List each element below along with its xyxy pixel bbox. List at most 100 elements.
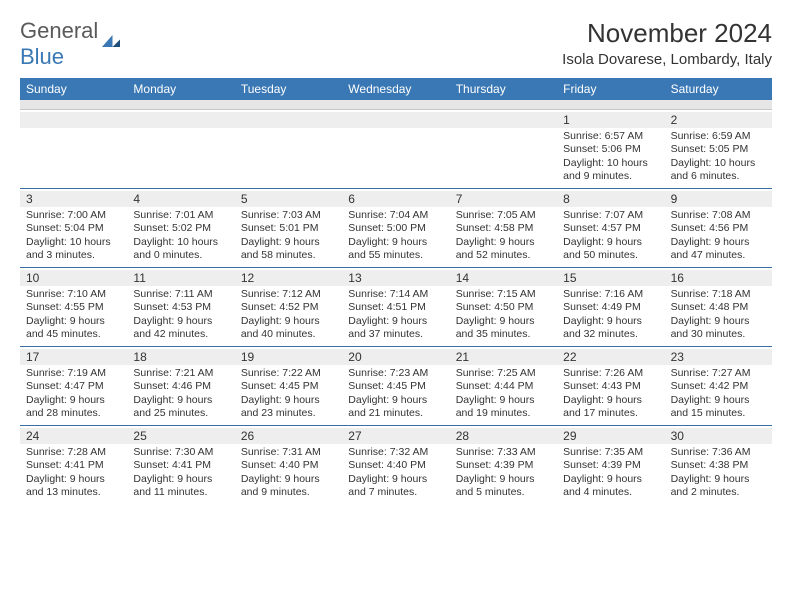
sunrise-text: Sunrise: 7:03 AM (241, 209, 336, 222)
day-body: Sunrise: 7:19 AMSunset: 4:47 PMDaylight:… (24, 367, 123, 421)
sunrise-text: Sunrise: 7:15 AM (456, 288, 551, 301)
sunset-text: Sunset: 5:02 PM (133, 222, 228, 235)
day-number: 26 (235, 428, 342, 444)
day-body: Sunrise: 7:10 AMSunset: 4:55 PMDaylight:… (24, 288, 123, 342)
daylight-text: Daylight: 9 hours and 17 minutes. (563, 394, 658, 421)
daylight-text: Daylight: 9 hours and 9 minutes. (241, 473, 336, 500)
day-cell: 25Sunrise: 7:30 AMSunset: 4:41 PMDayligh… (127, 426, 234, 504)
day-number: 19 (235, 349, 342, 365)
day-cell: 5Sunrise: 7:03 AMSunset: 5:01 PMDaylight… (235, 189, 342, 267)
day-cell: 28Sunrise: 7:33 AMSunset: 4:39 PMDayligh… (450, 426, 557, 504)
daylight-text: Daylight: 9 hours and 40 minutes. (241, 315, 336, 342)
day-body: Sunrise: 7:07 AMSunset: 4:57 PMDaylight:… (561, 209, 660, 263)
sunset-text: Sunset: 4:50 PM (456, 301, 551, 314)
sunrise-text: Sunrise: 7:16 AM (563, 288, 658, 301)
daylight-text: Daylight: 9 hours and 42 minutes. (133, 315, 228, 342)
day-number: 12 (235, 270, 342, 286)
day-number (342, 112, 449, 128)
daylight-text: Daylight: 9 hours and 21 minutes. (348, 394, 443, 421)
sunrise-text: Sunrise: 7:05 AM (456, 209, 551, 222)
day-body: Sunrise: 7:26 AMSunset: 4:43 PMDaylight:… (561, 367, 660, 421)
month-title: November 2024 (562, 18, 772, 49)
day-cell: 21 Sunrise: 7:25 AMSunset: 4:44 PMDayligh… (450, 347, 557, 425)
day-number: 25 (127, 428, 234, 444)
day-number: 10 (20, 270, 127, 286)
week-row: 17Sunrise: 7:19 AMSunset: 4:47 PMDayligh… (20, 347, 772, 426)
sunset-text: Sunset: 4:43 PM (563, 380, 658, 393)
sunrise-text: Sunrise: 7:31 AM (241, 446, 336, 459)
day-cell: 13Sunrise: 7:14 AMSunset: 4:51 PMDayligh… (342, 268, 449, 346)
day-body: Sunrise: 7:15 AMSunset: 4:50 PMDaylight:… (454, 288, 553, 342)
day-body: Sunrise: 7:22 AMSunset: 4:45 PMDaylight:… (239, 367, 338, 421)
sunrise-text: Sunrise: 7:14 AM (348, 288, 443, 301)
day-cell: 8 Sunrise: 7:07 AMSunset: 4:57 PMDaylight… (557, 189, 664, 267)
day-number: 23 (665, 349, 772, 365)
day-header-cell: Friday (557, 78, 664, 100)
day-cell: 7Sunrise: 7:05 AMSunset: 4:58 PMDaylight… (450, 189, 557, 267)
day-body: Sunrise: 7:27 AMSunset: 4:42 PMDaylight:… (669, 367, 768, 421)
daylight-text: Daylight: 9 hours and 50 minutes. (563, 236, 658, 263)
day-cell: 3Sunrise: 7:00 AMSunset: 5:04 PMDaylight… (20, 189, 127, 267)
day-cell: 9Sunrise: 7:08 AMSunset: 4:56 PMDaylight… (665, 189, 772, 267)
daylight-text: Daylight: 9 hours and 15 minutes. (671, 394, 766, 421)
daylight-text: Daylight: 9 hours and 19 minutes. (456, 394, 551, 421)
sunrise-text: Sunrise: 7:18 AM (671, 288, 766, 301)
daylight-text: Daylight: 9 hours and 47 minutes. (671, 236, 766, 263)
day-number: 21 (450, 349, 557, 365)
day-body: Sunrise: 7:23 AMSunset: 4:45 PMDaylight:… (346, 367, 445, 421)
sunrise-text: Sunrise: 7:22 AM (241, 367, 336, 380)
day-number: 1 (557, 112, 664, 128)
sunrise-text: Sunrise: 7:23 AM (348, 367, 443, 380)
day-body: Sunrise: 7:00 AMSunset: 5:04 PMDaylight:… (24, 209, 123, 263)
day-number: 2 (665, 112, 772, 128)
page-header: General Blue November 2024 Isola Dovares… (20, 18, 772, 70)
day-cell (20, 110, 127, 188)
sunrise-text: Sunrise: 7:33 AM (456, 446, 551, 459)
daylight-text: Daylight: 9 hours and 7 minutes. (348, 473, 443, 500)
day-cell: 4Sunrise: 7:01 AMSunset: 5:02 PMDaylight… (127, 189, 234, 267)
day-cell (342, 110, 449, 188)
day-number: 9 (665, 191, 772, 207)
sunrise-text: Sunrise: 7:01 AM (133, 209, 228, 222)
daylight-text: Daylight: 9 hours and 37 minutes. (348, 315, 443, 342)
sunrise-text: Sunrise: 7:25 AM (456, 367, 551, 380)
week-row: 10 Sunrise: 7:10 AMSunset: 4:55 PMDayligh… (20, 268, 772, 347)
title-block: November 2024 Isola Dovarese, Lombardy, … (562, 18, 772, 68)
sunset-text: Sunset: 4:38 PM (671, 459, 766, 472)
day-cell: 2Sunrise: 6:59 AMSunset: 5:05 PMDaylight… (665, 110, 772, 188)
day-body: Sunrise: 7:33 AMSunset: 4:39 PMDaylight:… (454, 446, 553, 500)
day-body: Sunrise: 7:28 AMSunset: 4:41 PMDaylight:… (24, 446, 123, 500)
brand-triangle-icon (100, 35, 120, 53)
day-number: 11 (127, 270, 234, 286)
day-number (127, 112, 234, 128)
sunset-text: Sunset: 4:48 PM (671, 301, 766, 314)
day-body: Sunrise: 7:36 AMSunset: 4:38 PMDaylight:… (669, 446, 768, 500)
brand-text: General Blue (20, 18, 98, 70)
sunset-text: Sunset: 4:58 PM (456, 222, 551, 235)
sunrise-text: Sunrise: 7:28 AM (26, 446, 121, 459)
sunrise-text: Sunrise: 7:12 AM (241, 288, 336, 301)
brand-text-1: General (20, 18, 98, 43)
day-body: Sunrise: 7:25 AMSunset: 4:44 PMDaylight:… (454, 367, 553, 421)
day-header-cell: Saturday (665, 78, 772, 100)
sunrise-text: Sunrise: 6:57 AM (563, 130, 658, 143)
daylight-text: Daylight: 9 hours and 32 minutes. (563, 315, 658, 342)
sunrise-text: Sunrise: 6:59 AM (671, 130, 766, 143)
day-cell: 17Sunrise: 7:19 AMSunset: 4:47 PMDayligh… (20, 347, 127, 425)
sunset-text: Sunset: 4:40 PM (348, 459, 443, 472)
day-cell: 14Sunrise: 7:15 AMSunset: 4:50 PMDayligh… (450, 268, 557, 346)
sunrise-text: Sunrise: 7:30 AM (133, 446, 228, 459)
day-cell: 30Sunrise: 7:36 AMSunset: 4:38 PMDayligh… (665, 426, 772, 504)
day-cell: 29Sunrise: 7:35 AMSunset: 4:39 PMDayligh… (557, 426, 664, 504)
sunrise-text: Sunrise: 7:35 AM (563, 446, 658, 459)
day-cell: 6Sunrise: 7:04 AMSunset: 5:00 PMDaylight… (342, 189, 449, 267)
sunrise-text: Sunrise: 7:10 AM (26, 288, 121, 301)
sunrise-text: Sunrise: 7:19 AM (26, 367, 121, 380)
day-cell (450, 110, 557, 188)
location-text: Isola Dovarese, Lombardy, Italy (562, 51, 772, 68)
day-number (235, 112, 342, 128)
day-body: Sunrise: 7:11 AMSunset: 4:53 PMDaylight:… (131, 288, 230, 342)
day-number: 13 (342, 270, 449, 286)
day-number: 8 (557, 191, 664, 207)
day-cell: 24Sunrise: 7:28 AMSunset: 4:41 PMDayligh… (20, 426, 127, 504)
